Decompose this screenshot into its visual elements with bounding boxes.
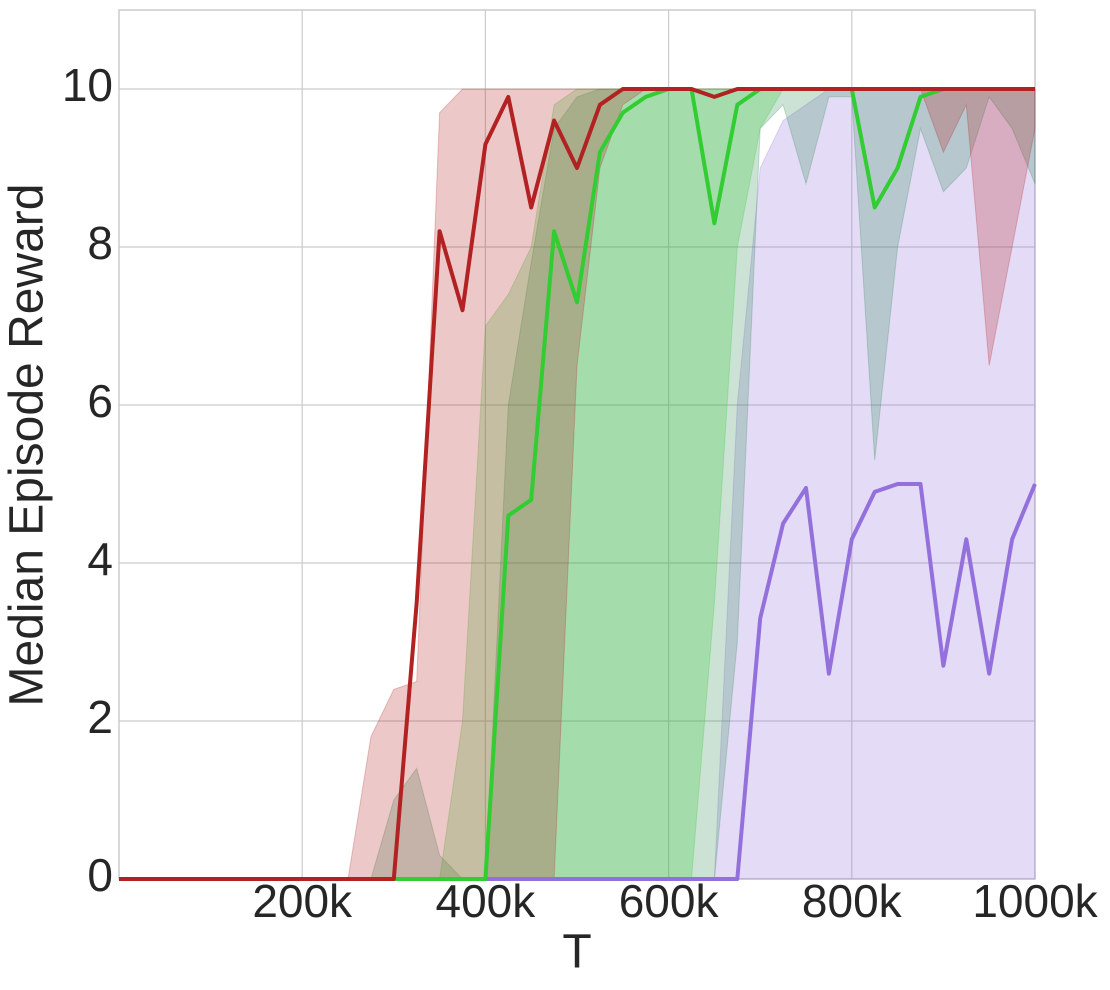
x-tick-label: 200k	[252, 875, 353, 927]
x-tick-label: 800k	[802, 875, 903, 927]
y-tick-label: 10	[62, 59, 113, 111]
plot-frame	[118, 9, 1036, 880]
y-tick-label: 4	[87, 533, 113, 585]
y-tick-label: 8	[87, 217, 113, 269]
y-tick-label: 6	[87, 375, 113, 427]
line	[119, 87, 1035, 881]
y-tick-label: 2	[87, 691, 113, 743]
x-axis-label: T	[562, 926, 591, 979]
x-tick-label: 600k	[619, 875, 720, 927]
x-tick-label: 400k	[436, 875, 537, 927]
y-tick-label: 0	[87, 849, 113, 901]
y-axis-label: Median Episode Reward	[1, 184, 54, 707]
x-tick-label: 1000k	[972, 875, 1098, 927]
